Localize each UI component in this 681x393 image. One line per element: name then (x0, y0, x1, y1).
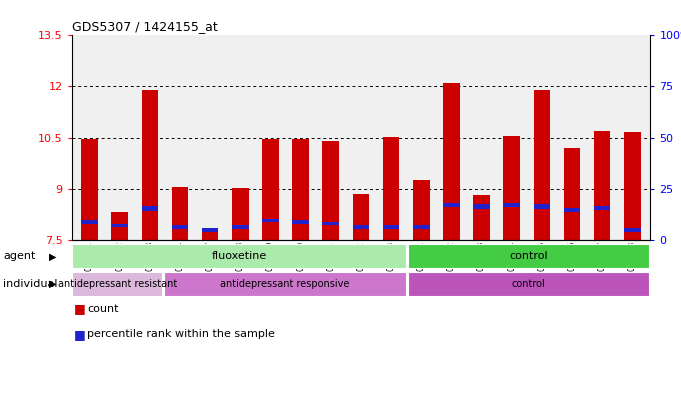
Bar (292, 139, 309, 240)
Bar (232, 188, 249, 240)
Text: ■: ■ (74, 302, 85, 315)
Bar (292, 220, 309, 224)
Text: percentile rank within the sample: percentile rank within the sample (87, 329, 275, 339)
Bar (142, 206, 158, 211)
Bar (353, 194, 369, 240)
Bar (172, 187, 189, 240)
Bar (202, 228, 219, 231)
Bar (594, 206, 610, 210)
Bar (533, 90, 550, 240)
Bar (564, 148, 580, 240)
Text: GDS5307 / 1424155_at: GDS5307 / 1424155_at (72, 20, 217, 33)
Bar (142, 90, 158, 240)
Text: agent: agent (3, 252, 36, 261)
Bar (413, 226, 430, 229)
Text: antidepressant resistant: antidepressant resistant (58, 279, 177, 289)
Text: individual: individual (3, 279, 58, 289)
Bar (407, 272, 650, 296)
Bar (407, 244, 650, 268)
Bar (202, 228, 219, 240)
Bar (172, 226, 189, 229)
Bar (383, 137, 399, 240)
Text: antidepressant responsive: antidepressant responsive (220, 279, 349, 289)
Bar (353, 226, 369, 229)
Bar (443, 83, 460, 240)
Bar (443, 203, 460, 207)
Bar (624, 228, 641, 231)
Text: count: count (87, 303, 118, 314)
Text: ▶: ▶ (49, 252, 57, 261)
Bar (594, 131, 610, 240)
Bar (164, 272, 406, 296)
Text: control: control (509, 252, 548, 261)
Bar (323, 222, 339, 226)
Bar (473, 195, 490, 240)
Text: ▶: ▶ (49, 279, 57, 289)
Bar (383, 226, 399, 229)
Text: ■: ■ (74, 327, 85, 341)
Bar (533, 204, 550, 209)
Bar (413, 180, 430, 240)
Bar (473, 204, 490, 209)
Bar (232, 226, 249, 229)
Text: fluoxetine: fluoxetine (211, 252, 267, 261)
Bar (81, 139, 98, 240)
Bar (72, 272, 162, 296)
Bar (323, 141, 339, 240)
Bar (262, 139, 279, 240)
Bar (112, 224, 128, 227)
Bar (72, 244, 406, 268)
Bar (112, 213, 128, 240)
Bar (503, 203, 520, 207)
Bar (81, 220, 98, 224)
Bar (624, 132, 641, 240)
Bar (503, 136, 520, 240)
Bar (262, 219, 279, 222)
Text: control: control (511, 279, 545, 289)
Bar (564, 208, 580, 212)
